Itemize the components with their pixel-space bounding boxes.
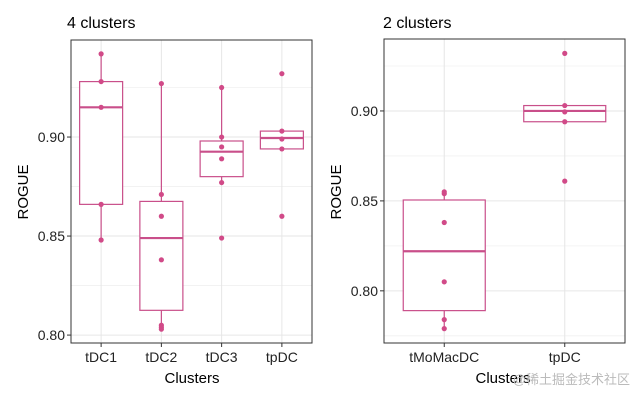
box-body	[402, 199, 486, 312]
data-point	[441, 219, 447, 226]
data-point	[441, 317, 447, 323]
data-point	[219, 134, 225, 140]
data-point	[441, 326, 447, 332]
x-tick-label: tpDC	[266, 349, 298, 365]
box-tDC2	[139, 80, 184, 332]
y-axis-label: ROGUE	[15, 164, 32, 219]
plot-border	[70, 39, 313, 344]
panel-2-clusters: 2 clusters ROGUE Clusters 0.80 0.85 0.90 tM…	[328, 15, 626, 387]
data-point	[562, 109, 568, 115]
y-tick-label: 0.85	[351, 193, 378, 209]
watermark: @稀土掘金技术社区	[513, 372, 630, 387]
data-point	[279, 128, 285, 134]
box-tDC3	[199, 84, 244, 241]
y-tick-label: 0.90	[351, 103, 378, 119]
x-tick-label: tDC3	[206, 349, 238, 365]
data-point	[158, 257, 164, 263]
box-body	[79, 80, 124, 205]
data-point	[98, 237, 104, 243]
x-axis-label: Clusters	[164, 370, 219, 387]
data-point	[158, 326, 164, 332]
data-point	[219, 144, 225, 150]
data-point	[279, 213, 285, 219]
box-tDC1	[79, 51, 124, 243]
data-point	[158, 213, 164, 219]
y-tick-label: 0.80	[38, 327, 65, 343]
x-tick-label: tDC1	[85, 349, 117, 365]
plot-border	[383, 38, 626, 344]
data-point	[219, 84, 225, 91]
data-point	[98, 104, 104, 110]
data-point	[279, 146, 285, 152]
y-tick-label: 0.85	[38, 228, 65, 244]
data-point	[219, 235, 225, 241]
data-point	[98, 78, 104, 85]
y-axis-label: ROGUE	[328, 164, 345, 219]
box-tpDC	[523, 50, 607, 184]
data-point	[279, 71, 285, 77]
data-point	[158, 80, 164, 87]
data-point	[219, 156, 225, 162]
panel-title: 2 clusters	[383, 15, 451, 32]
y-tick-label: 0.90	[38, 129, 65, 145]
data-point	[562, 102, 568, 109]
data-point	[441, 191, 447, 197]
box-tMoMacDC	[402, 189, 486, 332]
box-body	[139, 200, 184, 311]
data-point	[441, 279, 447, 285]
panel-4-clusters: 4 clusters ROGUE Clusters 0.80 0.85 0.90 tD…	[15, 15, 313, 387]
x-tick-label: tDC2	[145, 349, 177, 365]
box-tpDC	[259, 71, 304, 219]
data-point	[219, 179, 225, 186]
x-tick-label: tpDC	[549, 349, 581, 365]
data-point	[562, 50, 568, 56]
data-point	[562, 119, 568, 125]
y-tick-label: 0.80	[351, 283, 378, 299]
data-point	[562, 178, 568, 184]
x-axis-label: Clusters	[475, 370, 530, 387]
data-point	[98, 51, 104, 57]
data-point	[279, 136, 285, 142]
panel-title: 4 clusters	[67, 15, 135, 32]
data-point	[158, 191, 164, 198]
data-point	[98, 201, 104, 207]
x-tick-label: tMoMacDC	[409, 349, 479, 365]
